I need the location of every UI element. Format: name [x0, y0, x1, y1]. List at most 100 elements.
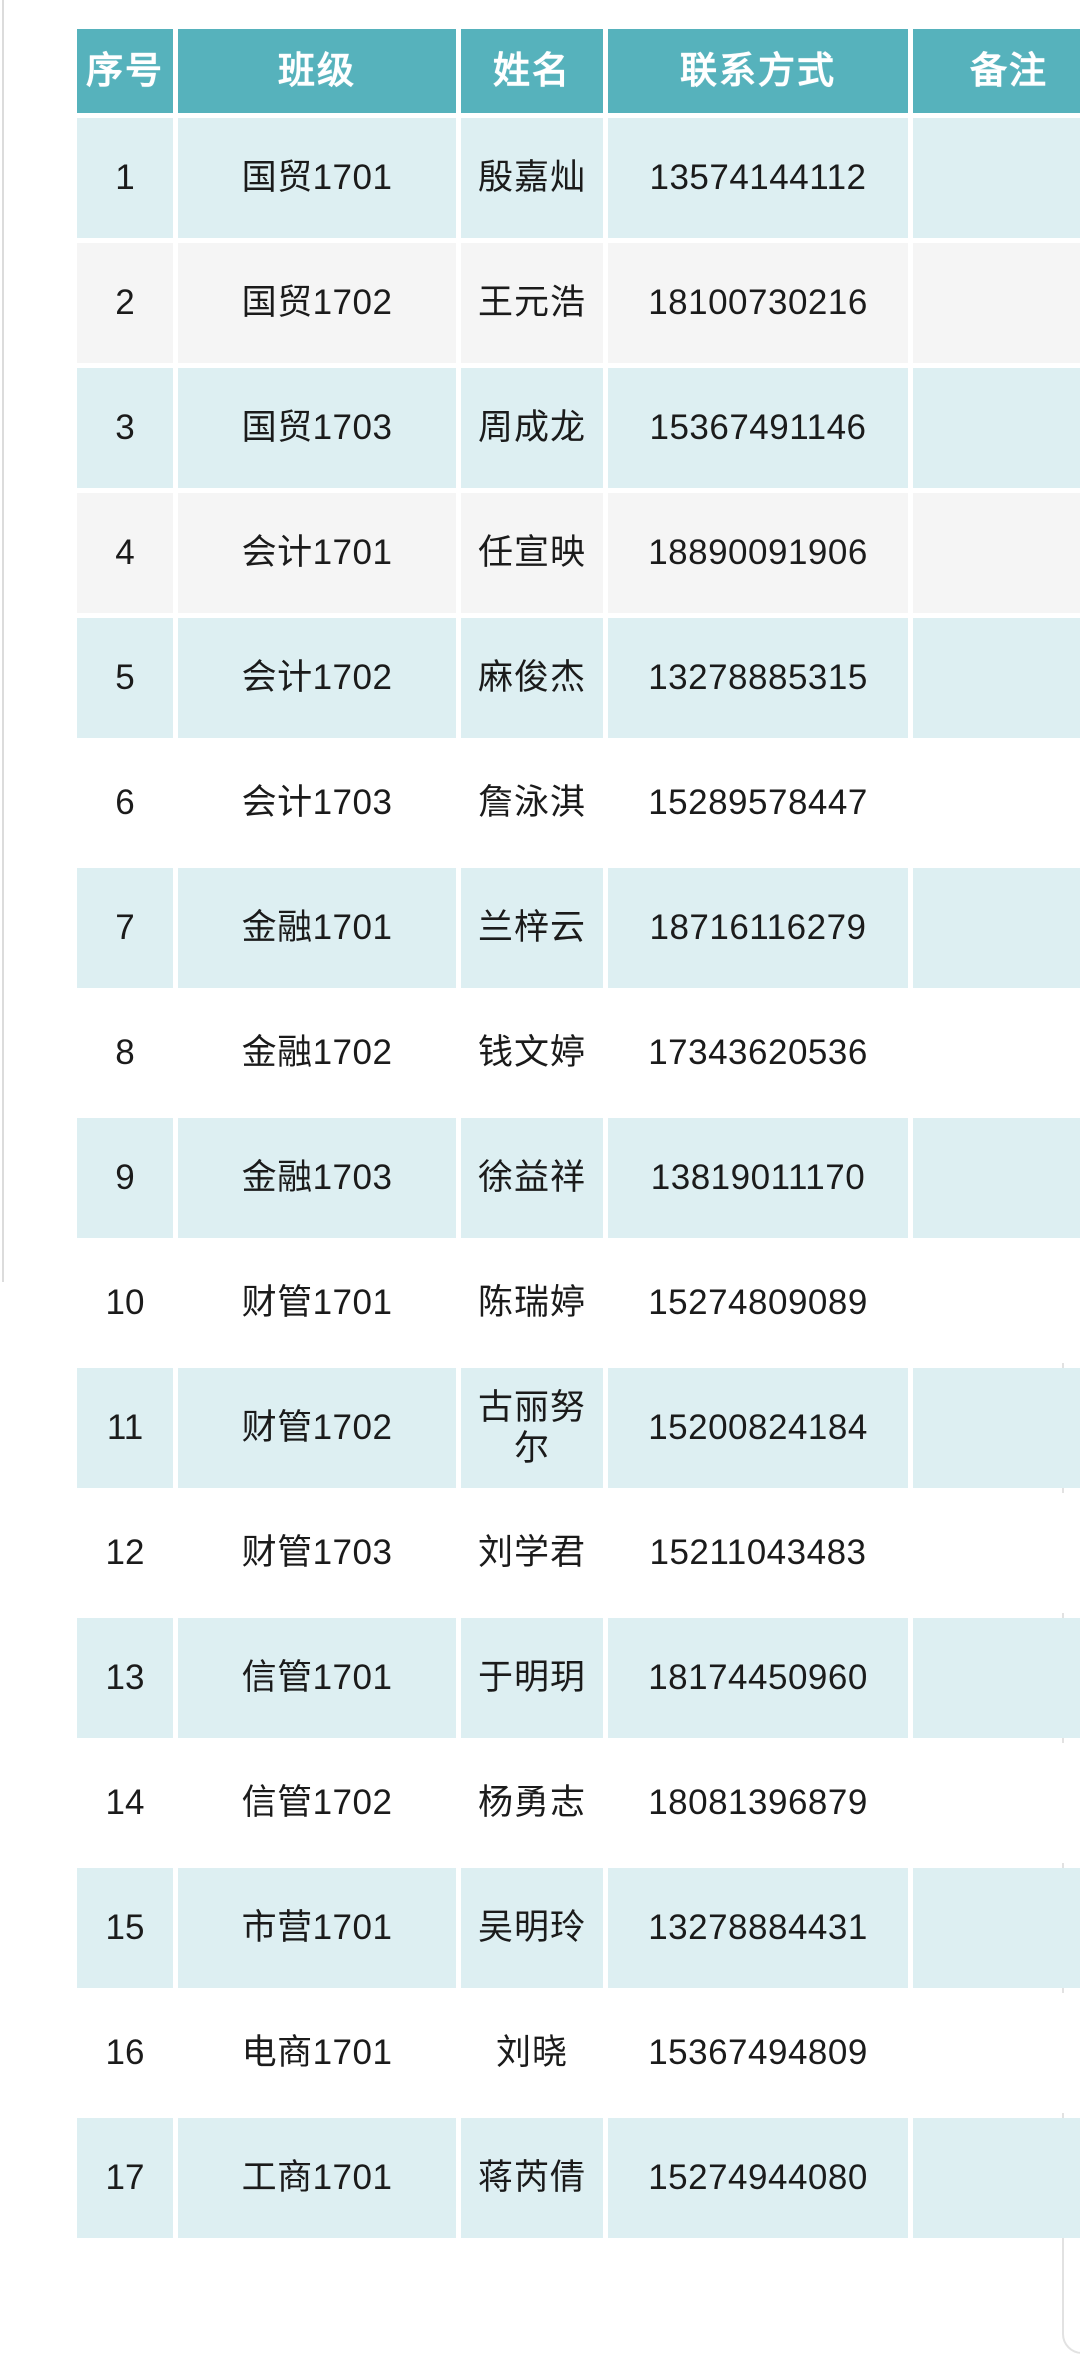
cell-name: 刘晓	[461, 1993, 603, 2113]
cell-class: 会计1702	[178, 618, 456, 738]
cell-index: 11	[77, 1368, 173, 1488]
cell-class: 财管1701	[178, 1243, 456, 1363]
table-row: 9 金融1703 徐益祥 13819011170	[77, 1118, 1080, 1238]
cell-phone: 18716116279	[608, 868, 908, 988]
cell-remark	[913, 1993, 1080, 2113]
cell-remark	[913, 1743, 1080, 1863]
cell-class: 财管1703	[178, 1493, 456, 1613]
cell-class: 会计1701	[178, 493, 456, 613]
cell-remark	[913, 743, 1080, 863]
cell-name: 任宣映	[461, 493, 603, 613]
page-left-edge	[2, 0, 4, 1282]
cell-class: 信管1701	[178, 1618, 456, 1738]
cell-name-text: 刘晓	[495, 2033, 568, 2073]
table-row: 13 信管1701 于明玥 18174450960	[77, 1618, 1080, 1738]
cell-phone: 18174450960	[608, 1618, 908, 1738]
cell-remark	[913, 493, 1080, 613]
cell-remark	[913, 618, 1080, 738]
cell-remark	[913, 868, 1080, 988]
cell-phone: 13278884431	[608, 1868, 908, 1988]
cell-name: 杨勇志	[461, 1743, 603, 1863]
cell-phone: 15367494809	[608, 1993, 908, 2113]
table-row: 7 金融1701 兰梓云 18716116279	[77, 868, 1080, 988]
cell-index: 5	[77, 618, 173, 738]
cell-class: 金融1703	[178, 1118, 456, 1238]
cell-phone: 15200824184	[608, 1368, 908, 1488]
table-row: 4 会计1701 任宣映 18890091906	[77, 493, 1080, 613]
cell-class: 市营1701	[178, 1868, 456, 1988]
table-row: 12 财管1703 刘学君 15211043483	[77, 1493, 1080, 1613]
cell-class: 国贸1703	[178, 368, 456, 488]
table-header-row: 序号 班级 姓名 联系方式 备注	[77, 29, 1080, 113]
column-header-name[interactable]: 姓名	[461, 29, 603, 113]
cell-class: 信管1702	[178, 1743, 456, 1863]
cell-phone: 17343620536	[608, 993, 908, 1113]
column-header-remark[interactable]: 备注	[913, 29, 1080, 113]
cell-name-text: 周成龙	[478, 408, 587, 448]
cell-name-text: 钱文婷	[478, 1033, 587, 1073]
cell-phone: 15289578447	[608, 743, 908, 863]
cell-remark	[913, 2118, 1080, 2238]
cell-name-text: 蒋芮倩	[478, 2158, 587, 2198]
table-row: 10 财管1701 陈瑞婷 15274809089	[77, 1243, 1080, 1363]
cell-name-text: 吴明玲	[478, 1908, 587, 1948]
table-row: 3 国贸1703 周成龙 15367491146	[77, 368, 1080, 488]
cell-name: 殷嘉灿	[461, 118, 603, 238]
table-row: 2 国贸1702 王元浩 18100730216	[77, 243, 1080, 363]
cell-name-text: 于明玥	[478, 1658, 587, 1698]
cell-name-text: 刘学君	[478, 1533, 587, 1573]
cell-remark	[913, 243, 1080, 363]
cell-index: 4	[77, 493, 173, 613]
roster-sheet: 序号 班级 姓名 联系方式 备注 1 国贸1701 殷嘉灿 13574144112 2 国…	[72, 24, 1080, 2243]
student-roster-table: 序号 班级 姓名 联系方式 备注 1 国贸1701 殷嘉灿 13574144112 2 国…	[72, 24, 1080, 2243]
table-row: 17 工商1701 蒋芮倩 15274944080	[77, 2118, 1080, 2238]
cell-class: 国贸1701	[178, 118, 456, 238]
cell-name: 周成龙	[461, 368, 603, 488]
cell-name: 古丽努尔	[461, 1368, 603, 1488]
cell-name: 麻俊杰	[461, 618, 603, 738]
cell-name: 王元浩	[461, 243, 603, 363]
cell-index: 12	[77, 1493, 173, 1613]
cell-name-text: 任宣映	[478, 533, 587, 573]
cell-phone: 18890091906	[608, 493, 908, 613]
cell-name: 钱文婷	[461, 993, 603, 1113]
cell-phone: 13278885315	[608, 618, 908, 738]
cell-index: 1	[77, 118, 173, 238]
cell-name-text: 兰梓云	[478, 908, 587, 948]
cell-class: 工商1701	[178, 2118, 456, 2238]
table-header: 序号 班级 姓名 联系方式 备注	[77, 29, 1080, 113]
cell-name-text: 詹泳淇	[478, 783, 587, 823]
cell-name-text: 王元浩	[478, 283, 587, 323]
table-row: 6 会计1703 詹泳淇 15289578447	[77, 743, 1080, 863]
column-header-index[interactable]: 序号	[77, 29, 173, 113]
cell-phone: 18081396879	[608, 1743, 908, 1863]
cell-remark	[913, 368, 1080, 488]
cell-index: 17	[77, 2118, 173, 2238]
cell-index: 9	[77, 1118, 173, 1238]
cell-phone: 15274809089	[608, 1243, 908, 1363]
table-row: 14 信管1702 杨勇志 18081396879	[77, 1743, 1080, 1863]
cell-index: 7	[77, 868, 173, 988]
cell-class: 会计1703	[178, 743, 456, 863]
column-header-class[interactable]: 班级	[178, 29, 456, 113]
cell-name: 陈瑞婷	[461, 1243, 603, 1363]
table-row: 16 电商1701 刘晓 15367494809	[77, 1993, 1080, 2113]
cell-index: 13	[77, 1618, 173, 1738]
cell-remark	[913, 118, 1080, 238]
cell-name: 刘学君	[461, 1493, 603, 1613]
table-row: 5 会计1702 麻俊杰 13278885315	[77, 618, 1080, 738]
cell-remark	[913, 1368, 1080, 1488]
column-header-phone[interactable]: 联系方式	[608, 29, 908, 113]
table-body: 1 国贸1701 殷嘉灿 13574144112 2 国贸1702 王元浩 181007302…	[77, 118, 1080, 2238]
cell-index: 3	[77, 368, 173, 488]
cell-remark	[913, 1493, 1080, 1613]
cell-name-text: 陈瑞婷	[478, 1283, 587, 1323]
table-row: 11 财管1702 古丽努尔 15200824184	[77, 1368, 1080, 1488]
cell-name: 詹泳淇	[461, 743, 603, 863]
cell-index: 14	[77, 1743, 173, 1863]
cell-phone: 13574144112	[608, 118, 908, 238]
cell-index: 8	[77, 993, 173, 1113]
cell-remark	[913, 1868, 1080, 1988]
cell-name-text: 殷嘉灿	[478, 158, 587, 198]
cell-class: 金融1701	[178, 868, 456, 988]
